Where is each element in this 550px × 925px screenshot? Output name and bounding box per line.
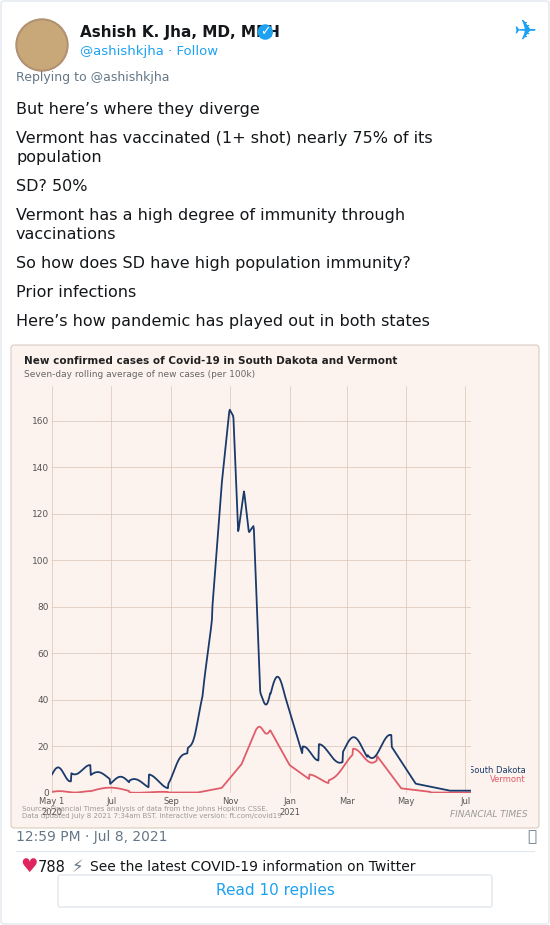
- Text: @ashishkjha · Follow: @ashishkjha · Follow: [80, 45, 218, 58]
- Text: 788: 788: [38, 859, 66, 874]
- Text: ✓: ✓: [260, 26, 271, 39]
- Text: New confirmed cases of Covid-19 in South Dakota and Vermont: New confirmed cases of Covid-19 in South…: [24, 356, 397, 366]
- Text: But here’s where they diverge: But here’s where they diverge: [16, 102, 260, 117]
- Text: So how does SD have high population immunity?: So how does SD have high population immu…: [16, 256, 411, 271]
- Text: ✈: ✈: [513, 18, 537, 46]
- Text: Seven-day rolling average of new cases (per 100k): Seven-day rolling average of new cases (…: [24, 370, 255, 379]
- Circle shape: [18, 21, 66, 69]
- Text: Vermont has vaccinated (1+ shot) nearly 75% of its: Vermont has vaccinated (1+ shot) nearly …: [16, 131, 433, 146]
- Text: 12:59 PM · Jul 8, 2021: 12:59 PM · Jul 8, 2021: [16, 830, 168, 844]
- Text: See the latest COVID-19 information on Twitter: See the latest COVID-19 information on T…: [90, 860, 415, 874]
- Text: South Dakota: South Dakota: [469, 766, 526, 775]
- Text: Prior infections: Prior infections: [16, 285, 136, 300]
- Text: ♥: ♥: [20, 857, 37, 877]
- Text: SD? 50%: SD? 50%: [16, 179, 87, 194]
- Text: population: population: [16, 150, 102, 165]
- Text: Here’s how pandemic has played out in both states: Here’s how pandemic has played out in bo…: [16, 314, 430, 329]
- FancyBboxPatch shape: [58, 875, 492, 907]
- Text: Read 10 replies: Read 10 replies: [216, 883, 334, 898]
- Text: ⓘ: ⓘ: [527, 830, 537, 845]
- Text: FINANCIAL TIMES: FINANCIAL TIMES: [450, 810, 528, 819]
- Text: Vermont: Vermont: [491, 775, 526, 784]
- Circle shape: [16, 19, 68, 71]
- Text: Replying to @ashishkjha: Replying to @ashishkjha: [16, 71, 169, 84]
- Text: Vermont has a high degree of immunity through: Vermont has a high degree of immunity th…: [16, 208, 405, 223]
- Text: Source: Financial Times analysis of data from the Johns Hopkins CSSE.
Data updat: Source: Financial Times analysis of data…: [22, 806, 282, 819]
- Text: ⚡: ⚡: [72, 858, 84, 876]
- Text: Ashish K. Jha, MD, MPH: Ashish K. Jha, MD, MPH: [80, 24, 280, 40]
- FancyBboxPatch shape: [11, 345, 539, 828]
- Text: vaccinations: vaccinations: [16, 227, 117, 242]
